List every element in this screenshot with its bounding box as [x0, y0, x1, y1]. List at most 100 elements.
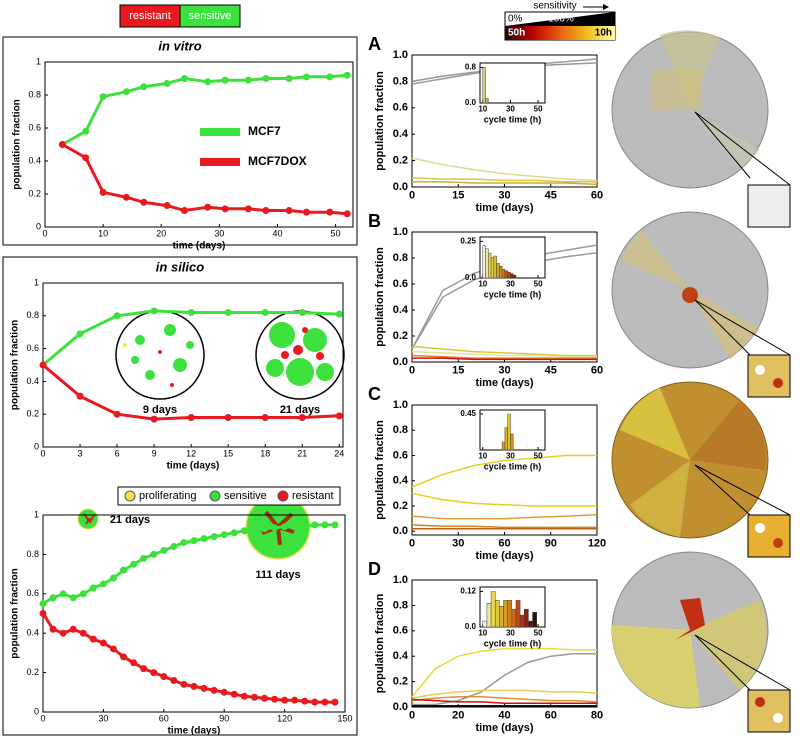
histogram-bar	[519, 614, 525, 628]
x-tick-label: 0	[409, 710, 415, 722]
y-tick-label: 1.0	[393, 574, 408, 586]
x-tick-label: 30	[506, 280, 515, 289]
y-tick-label: 0.0	[393, 525, 408, 537]
x-tick-label: 9	[152, 449, 157, 459]
series-line	[411, 698, 597, 704]
series-marker	[200, 535, 208, 543]
legend-label: proliferating	[139, 490, 196, 502]
x-tick-label: 50	[534, 280, 543, 289]
y-axis-label: population fraction	[374, 420, 386, 520]
annotation: 21 days	[110, 514, 150, 526]
x-tick-label: 40	[498, 710, 510, 722]
series-marker	[250, 693, 258, 701]
y-tick-label: 0.25	[460, 237, 476, 246]
legend-label: resistant	[292, 490, 334, 502]
series-marker	[261, 309, 269, 317]
series-marker	[79, 590, 87, 598]
y-tick-label: 0.0	[465, 273, 477, 282]
colorbar-label: 50h	[508, 28, 525, 39]
histogram-bar	[499, 266, 503, 279]
x-tick-label: 3	[78, 449, 83, 459]
x-tick-label: 50	[331, 229, 341, 239]
series-marker	[49, 625, 57, 633]
snapshot	[115, 310, 205, 400]
series-marker	[163, 202, 171, 210]
series-marker	[331, 698, 339, 706]
series-marker	[281, 696, 289, 704]
y-tick-label: 0.8	[393, 75, 408, 87]
series-marker	[99, 580, 107, 588]
series-marker	[150, 669, 158, 677]
series-marker	[130, 659, 138, 667]
x-tick-label: 30	[506, 452, 515, 461]
series-marker	[150, 307, 158, 315]
series-marker	[122, 193, 130, 201]
series-line	[411, 696, 598, 703]
series-marker	[260, 525, 268, 533]
histogram-bar	[501, 268, 506, 279]
series-line	[411, 689, 598, 699]
legend-swatch	[200, 158, 240, 166]
y-axis-label: population fraction	[374, 247, 386, 347]
panel-label: C	[368, 384, 381, 404]
series-marker	[120, 566, 128, 574]
series-marker	[210, 533, 218, 541]
panel-label: D	[368, 559, 381, 579]
series-marker	[262, 75, 270, 82]
y-tick-label: 0.2	[393, 500, 408, 512]
y-tick-label: 1.0	[393, 399, 408, 411]
series-marker	[170, 543, 178, 551]
x-tick-label: 30	[214, 229, 224, 239]
series-marker	[76, 330, 84, 338]
y-tick-label: 0.6	[393, 625, 408, 637]
series-marker	[140, 554, 148, 562]
x-tick-label: 45	[545, 365, 557, 377]
colorbar	[505, 26, 615, 40]
y-tick-label: 0.8	[393, 252, 408, 264]
histogram-bar	[488, 252, 492, 279]
y-tick-label: 0.4	[26, 376, 39, 386]
inset-background	[480, 63, 545, 103]
chart: 0 10 20 30 40 50 0 0.2 0.4 0.6 0.8 1 time (days) popu…	[12, 38, 354, 252]
histogram-bar	[511, 608, 517, 628]
colorbar-label: 10h	[595, 28, 612, 39]
y-tick-label: 0.45	[460, 409, 476, 418]
legend-marker	[277, 490, 289, 502]
x-tick-label: 90	[219, 714, 229, 724]
series-marker	[311, 698, 319, 706]
histogram-bar	[493, 255, 497, 279]
x-tick-label: 0	[409, 190, 415, 202]
series-marker	[260, 694, 268, 702]
series-marker	[224, 309, 232, 317]
x-tick-label: 45	[545, 190, 557, 202]
series-marker	[262, 207, 270, 214]
x-tick-label: 10	[478, 280, 487, 289]
y-tick-label: 0.0	[465, 98, 477, 107]
x-tick-label: 30	[498, 190, 510, 202]
chart-title: in vitro	[158, 38, 201, 53]
series-marker	[58, 141, 66, 148]
series-marker	[120, 653, 128, 661]
series-marker	[285, 75, 293, 82]
x-tick-label: 30	[498, 365, 510, 377]
series-marker	[220, 688, 228, 696]
series-line	[411, 157, 598, 182]
series-marker	[89, 635, 97, 643]
colorbar-label: 0%	[508, 14, 523, 25]
x-tick-label: 60	[498, 538, 510, 550]
histogram-bar	[499, 606, 504, 628]
series-marker	[109, 645, 117, 653]
series-marker	[99, 188, 107, 196]
series-marker	[220, 531, 228, 539]
y-tick-label: 1.0	[393, 226, 408, 238]
y-tick-label: 0.4	[393, 475, 409, 487]
annotation: 9 days	[143, 404, 177, 416]
histogram-bar	[485, 98, 489, 104]
x-tick-label: 60	[545, 710, 557, 722]
x-tick-label: 0	[40, 449, 45, 459]
series-marker	[180, 539, 188, 547]
series-marker	[221, 76, 229, 84]
legend-label: MCF7DOX	[248, 154, 307, 168]
series-marker	[59, 590, 67, 598]
y-tick-label: 0.0	[393, 356, 408, 368]
